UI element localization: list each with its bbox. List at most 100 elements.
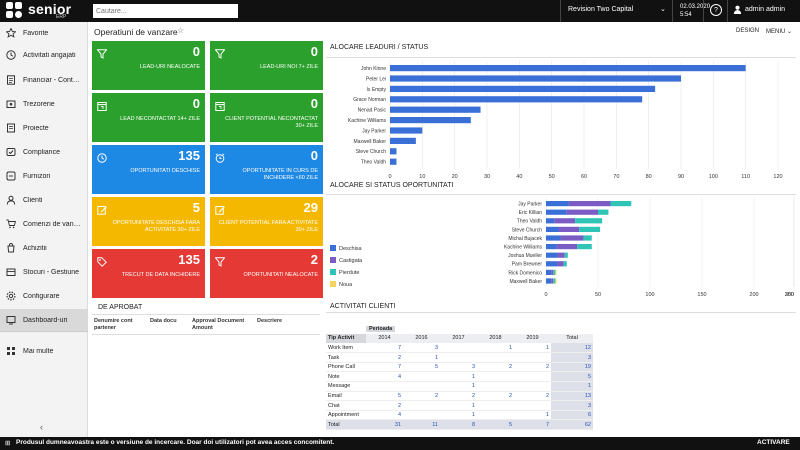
table-cell: 3 bbox=[551, 352, 593, 363]
purchase-icon bbox=[6, 243, 16, 253]
sidebar-item-stocuri-gestiune[interactable]: Stocuri - Gestiune bbox=[0, 261, 88, 283]
divider bbox=[92, 334, 320, 335]
sidebar-item-dashboard-uri[interactable]: Dashboard-uri bbox=[0, 309, 88, 331]
sidebar-item-compliance[interactable]: Compliance bbox=[0, 141, 88, 163]
kpi-value: 0 bbox=[310, 148, 318, 163]
logo-icon bbox=[6, 2, 24, 20]
bar-segment bbox=[556, 244, 578, 250]
bar-segment bbox=[546, 235, 561, 241]
table-cell bbox=[440, 352, 477, 363]
table-cell: 7 bbox=[514, 419, 551, 431]
activate-button[interactable]: ACTIVARE bbox=[757, 439, 790, 446]
collapse-sidebar-icon[interactable]: ‹ bbox=[40, 422, 43, 432]
approval-column-header[interactable]: Denumire cont partener bbox=[94, 318, 133, 331]
table-cell: 62 bbox=[551, 419, 593, 431]
sidebar-item-comenzi-de-vanzare[interactable]: Comenzi de vanzare bbox=[0, 213, 88, 235]
table-cell: 4 bbox=[366, 410, 403, 421]
bar-segment bbox=[575, 218, 603, 224]
divider bbox=[560, 0, 561, 22]
category-label: Nenad Pasic bbox=[358, 108, 387, 114]
table-cell bbox=[440, 343, 477, 354]
sidebar-item-activitati-angajati[interactable]: Activitati angajati bbox=[0, 44, 88, 66]
category-label: Grace Norman bbox=[353, 97, 386, 103]
table-cell: 4 bbox=[366, 371, 403, 383]
bar-segment bbox=[546, 226, 559, 232]
company-selector[interactable]: Revision Two Capital bbox=[568, 6, 634, 13]
column-group-header[interactable]: Perioada bbox=[366, 325, 396, 332]
row-header[interactable]: Tip Activit bbox=[326, 333, 366, 344]
table-cell bbox=[514, 381, 551, 392]
filter-icon bbox=[96, 46, 108, 59]
kpi-tile-trecut-de-data-inchidere[interactable]: 135 TRECUT DE DATA INCHIDERE bbox=[92, 249, 205, 298]
kpi-value: 135 bbox=[178, 252, 200, 267]
x-tick-label: 120 bbox=[773, 174, 782, 180]
kpi-tile-lead-uri-noi-7-zile[interactable]: 0 LEAD-URI NOI 7+ ZILE bbox=[210, 41, 323, 90]
filter-icon bbox=[214, 46, 226, 59]
sidebar-item-trezorerie[interactable]: Trezorerie bbox=[0, 93, 88, 115]
category-label: Jay Parker bbox=[518, 202, 542, 208]
bar-segment bbox=[546, 201, 569, 207]
logo[interactable]: senior bbox=[6, 2, 71, 20]
menu-label: MENIU bbox=[766, 29, 786, 35]
sidebar-item-furnizori[interactable]: Furnizori bbox=[0, 165, 88, 187]
dashboard-icon bbox=[6, 315, 16, 325]
table-cell bbox=[477, 410, 514, 421]
sidebar-item-label: Favorite bbox=[23, 29, 49, 37]
table-cell: 1 bbox=[403, 352, 440, 363]
kpi-tile-client-potential-fara-activitate-30-zile[interactable]: 29 CLIENT POTENTIAL FARA ACTIVITATE 30+ Z… bbox=[210, 197, 323, 246]
row-label: Task bbox=[326, 352, 366, 363]
supplier-icon bbox=[6, 171, 16, 181]
x-tick-label: 300 bbox=[785, 292, 794, 298]
kpi-tile-lead-necontactat-14-zile[interactable]: 0 LEAD NECONTACTAT 14+ ZILE bbox=[92, 93, 205, 142]
table-cell: 3 bbox=[403, 343, 440, 354]
row-label: Message bbox=[326, 381, 366, 392]
sidebar-item-favorite[interactable]: Favorite bbox=[0, 22, 88, 44]
bar bbox=[390, 85, 656, 92]
design-button[interactable]: DESIGN bbox=[736, 28, 760, 34]
approval-column-header[interactable]: Descriere bbox=[257, 318, 283, 324]
bar-segment bbox=[566, 209, 598, 215]
sidebar-item-clienti[interactable]: Clienti bbox=[0, 189, 88, 211]
divider bbox=[0, 331, 88, 332]
chevron-down-icon[interactable]: ⌄ bbox=[660, 6, 666, 13]
table-row: Message 1 1 bbox=[326, 381, 593, 392]
row-label: Total bbox=[326, 419, 366, 431]
kpi-tile-client-potential-necontactat-30-zile[interactable]: 0 CLIENT POTENTIAL NECONTACTAT 30+ ZILE bbox=[210, 93, 323, 142]
user-menu[interactable]: admin admin bbox=[745, 6, 786, 13]
help-icon[interactable]: ? bbox=[710, 4, 722, 16]
legend-swatch bbox=[330, 281, 336, 287]
user-icon[interactable] bbox=[733, 5, 742, 16]
kpi-tile-oportunitati-nealocate[interactable]: 2 OPORTUNITATI NEALOCATE bbox=[210, 249, 323, 298]
approval-column-header[interactable]: Data docu bbox=[150, 318, 177, 324]
bar-segment bbox=[555, 278, 557, 284]
kpi-tile-oportunitate-deschisa-fara-activitate-30-zile[interactable]: 5 OPORTUNITATE DESCHISA FARA ACTIVITATE 3… bbox=[92, 197, 205, 246]
table-row: Phone Call 7 5 3 2 2 19 bbox=[326, 362, 593, 373]
sidebar-item-configurare[interactable]: Configurare bbox=[0, 285, 88, 307]
filter-icon bbox=[214, 254, 226, 267]
favorite-star-icon[interactable]: ☆ bbox=[177, 26, 185, 35]
date: 02.03.2020 bbox=[680, 4, 711, 10]
category-label: Maxwell Baker bbox=[353, 139, 386, 145]
sidebar-item-financiar-contabil[interactable]: Financiar - Contabil... bbox=[0, 69, 88, 91]
menu-button[interactable]: MENIU ⌄ bbox=[766, 28, 792, 35]
table-row: Task 2 1 3 bbox=[326, 352, 593, 363]
sidebar-item-achizitii[interactable]: Achizitii bbox=[0, 237, 88, 259]
bar-segment bbox=[551, 278, 554, 284]
sidebar-item-label: Comenzi de vanzare bbox=[23, 220, 83, 228]
approval-column-header[interactable]: Approval Document Amount bbox=[192, 318, 245, 331]
bar-segment bbox=[598, 209, 609, 215]
sidebar-item-mai-multe[interactable]: Mai multe bbox=[0, 340, 88, 362]
search-input[interactable] bbox=[93, 4, 238, 18]
row-label: Work Item bbox=[326, 343, 366, 354]
x-tick-label: 50 bbox=[549, 174, 555, 180]
kpi-tile-lead-uri-nealocate[interactable]: 0 LEAD-URI NEALOCATE bbox=[92, 41, 205, 90]
kpi-tile-oportunitati-deschise[interactable]: 135 OPORTUNITATI DESCHISE bbox=[92, 145, 205, 194]
kpi-tile-oportunitate-in-curs-de-inchidere-60-zile[interactable]: 0 OPORTUNITATE IN CURS DE INCHIDERE <60 Z… bbox=[210, 145, 323, 194]
bar bbox=[390, 106, 481, 113]
table-cell bbox=[477, 371, 514, 383]
bar-segment bbox=[557, 252, 565, 258]
table-cell: 2 bbox=[366, 352, 403, 363]
sidebar-item-proiecte[interactable]: Proiecte bbox=[0, 117, 88, 139]
bar-segment bbox=[577, 244, 592, 250]
category-label: Rick Domenico bbox=[508, 270, 542, 276]
